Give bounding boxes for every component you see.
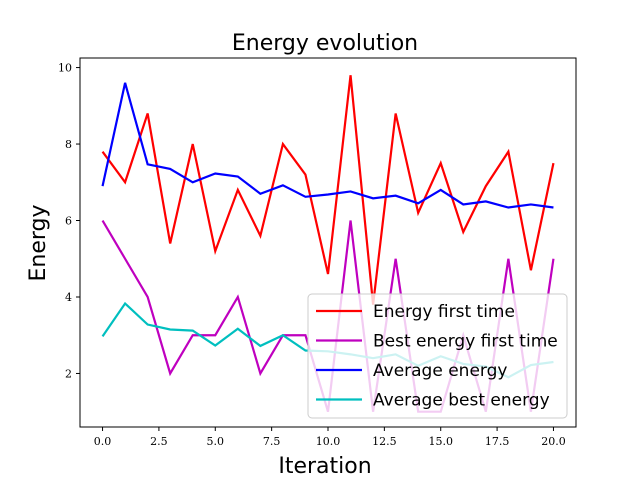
series-line-0: [101, 75, 555, 305]
x-tick-label: 2.5: [150, 435, 168, 448]
legend-entry-2: Average energy: [373, 361, 507, 381]
axis-ticks: 0.0 2.5 5.0 7.5 10.0 12.5 15.0 17.5 20.0 2 4 6 8 10: [58, 62, 566, 448]
x-tick-label: 10.0: [316, 435, 341, 448]
y-tick-label: 2: [65, 367, 72, 380]
x-axis-label: Iteration: [278, 454, 371, 479]
series-line-2: [101, 82, 554, 209]
y-tick-label: 4: [65, 291, 72, 304]
x-tick-label: 0.0: [94, 435, 112, 448]
legend-entry-1: Best energy first time: [373, 332, 558, 352]
legend: Energy first time Best energy first time A…: [307, 293, 568, 419]
legend-entry-0: Energy first time: [373, 302, 515, 322]
x-tick-label: 7.5: [263, 435, 281, 448]
x-tick-label: 5.0: [207, 435, 225, 448]
y-axis-label: Energy: [26, 204, 51, 281]
x-tick-label: 20.0: [541, 435, 566, 448]
x-tick-label: 12.5: [372, 435, 397, 448]
legend-box: [307, 293, 568, 419]
y-tick-label: 6: [65, 215, 72, 228]
x-tick-label: 15.0: [428, 435, 453, 448]
y-tick-label: 10: [58, 62, 72, 75]
legend-entry-3: Average best energy: [373, 391, 550, 411]
y-tick-label: 8: [65, 138, 72, 151]
chart-title: Energy evolution: [232, 31, 418, 56]
x-tick-label: 17.5: [485, 435, 510, 448]
